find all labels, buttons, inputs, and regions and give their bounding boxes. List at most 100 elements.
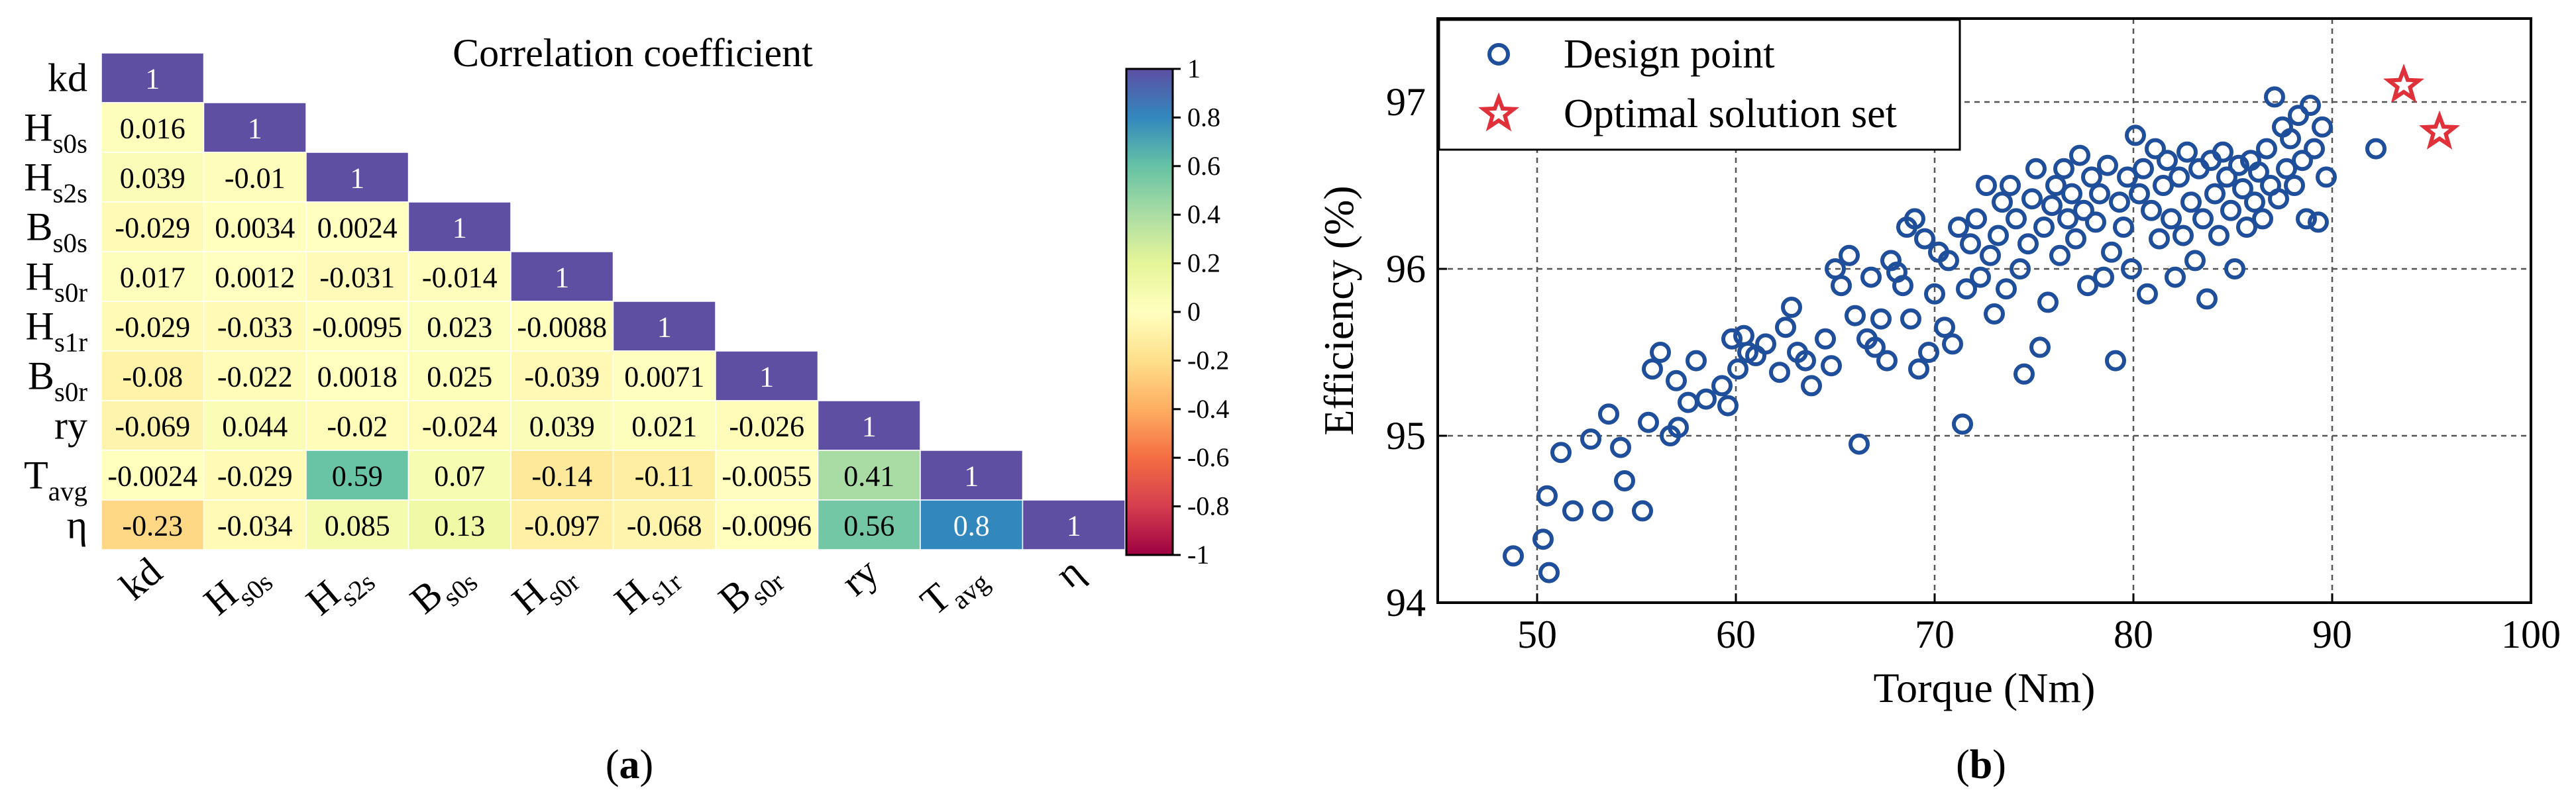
design-point [2033, 217, 2055, 238]
design-point [2069, 144, 2090, 166]
design-point [1769, 362, 1790, 383]
heatmap-cell [407, 350, 511, 401]
heatmap-cell-value: 1 [350, 162, 364, 195]
plot-frame [1436, 17, 2532, 604]
legend-star-marker-icon [1477, 92, 1520, 132]
heatmap-column-label: Tavg [912, 549, 995, 630]
heatmap-cell [101, 400, 205, 451]
design-point [2121, 258, 2142, 279]
heatmap-cell [510, 251, 614, 302]
design-point [1988, 225, 2009, 246]
heatmap-cell [203, 301, 307, 352]
y-tick-label: 94 [1386, 581, 1426, 625]
design-point [1532, 528, 1554, 550]
design-point [2149, 228, 2170, 250]
colorbar-tick-label: -0.4 [1187, 394, 1229, 424]
heatmap-cell-value: -0.033 [217, 311, 293, 344]
heatmap-cell [817, 499, 921, 550]
heatmap-column-label: Hs0s [195, 549, 278, 630]
design-point [2097, 154, 2118, 176]
heatmap-cell [203, 201, 307, 252]
heatmap-cell [407, 499, 511, 550]
heatmap-cell-value: -0.029 [115, 311, 190, 344]
design-point [2117, 166, 2138, 188]
design-point [1938, 250, 1959, 272]
colorbar-tick-label: -0.6 [1187, 442, 1229, 472]
heatmap-cell [510, 499, 614, 550]
design-point [2037, 291, 2059, 313]
heatmap-cell-value: -0.014 [422, 262, 498, 294]
heatmap-cell-value: 0.0034 [215, 212, 295, 244]
design-point [1876, 350, 1898, 372]
design-point [2204, 183, 2226, 205]
design-point [2141, 199, 2162, 221]
design-point [1598, 403, 1619, 425]
design-point [1900, 308, 1921, 330]
heatmap-cell-value: 1 [862, 411, 877, 443]
design-point [2264, 86, 2285, 108]
design-point [2000, 175, 2021, 196]
heatmap-cell [612, 450, 716, 501]
design-point [2053, 158, 2074, 179]
heatmap-cell-value: -0.0096 [722, 510, 812, 542]
heatmap-cell [612, 301, 716, 352]
design-point [1686, 350, 1707, 372]
design-point [1996, 278, 2017, 300]
design-point [1948, 217, 1969, 238]
legend-label-optimal-solution-set: Optimal solution set [1564, 91, 1897, 136]
heatmap-cell [203, 499, 307, 550]
heatmap-cell-value: 1 [145, 63, 160, 95]
heatmap-cell-value: 0.0024 [317, 212, 398, 244]
heatmap-cell-value: -0.01 [225, 162, 286, 195]
heatmap-cell-value: 0.085 [325, 510, 390, 542]
y-tick-label: 97 [1386, 80, 1426, 124]
heatmap-cell-value: 1 [964, 460, 979, 493]
correlation-heatmap: Correlation coefficient 1 0.016 1 0.039 -0.0… [24, 31, 1229, 787]
design-point [2137, 283, 2158, 305]
heatmap-column-label: Hs2s [298, 549, 381, 630]
design-point [2232, 178, 2253, 199]
design-point [1650, 342, 1671, 363]
heatmap-cells: 1 0.016 1 0.039 -0.01 1 -0.029 0.0034 0.0024 1 0.0… [101, 52, 1126, 550]
design-point [1976, 175, 1997, 196]
heatmap-cell-value: 1 [657, 311, 672, 344]
legend-circle-marker-icon [1487, 43, 1510, 66]
design-point [2049, 244, 2070, 266]
scatter-points [1503, 64, 2461, 583]
heatmap-cell [407, 201, 511, 252]
design-point [2276, 158, 2297, 179]
heatmap-cell-value: -0.029 [115, 212, 190, 244]
heatmap-cell-value: 0.0018 [317, 361, 398, 393]
design-point [2041, 195, 2063, 217]
heatmap-cell-value: -0.024 [422, 411, 498, 443]
design-point [2224, 258, 2245, 279]
heatmap-row-label: Hs0s [24, 106, 87, 159]
scatter-axis-ticks: 50 60 70 80 90 100 94 95 96 97 [1386, 80, 2561, 656]
heatmap-cell [715, 450, 819, 501]
heatmap-cell [101, 350, 205, 401]
heatmap-column-label: ry [833, 549, 886, 604]
design-point [2029, 336, 2051, 358]
design-point [2216, 166, 2237, 188]
design-point [1717, 395, 1739, 417]
heatmap-row-label: Hs1r [26, 305, 88, 358]
design-point [1795, 350, 1816, 372]
design-point [1849, 433, 1870, 455]
design-point [1918, 342, 1939, 363]
design-point [2165, 266, 2186, 288]
design-point [2161, 208, 2182, 230]
design-point [1864, 336, 1886, 358]
heatmap-column-label: η [1047, 549, 1091, 596]
heatmap-cell-value: 0.039 [120, 162, 186, 195]
design-point [1550, 442, 1572, 464]
heatmap-cell [101, 450, 205, 501]
heatmap-row-label: Tavg [24, 454, 87, 507]
heatmap-column-label: kd [111, 549, 170, 608]
heatmap-cell-value: 1 [248, 113, 262, 145]
design-point [1892, 275, 1913, 297]
heatmap-cell-value: -0.0095 [312, 311, 402, 344]
heatmap-cell-value: -0.031 [319, 262, 395, 294]
design-point [2212, 141, 2233, 163]
design-point [1821, 355, 1842, 377]
